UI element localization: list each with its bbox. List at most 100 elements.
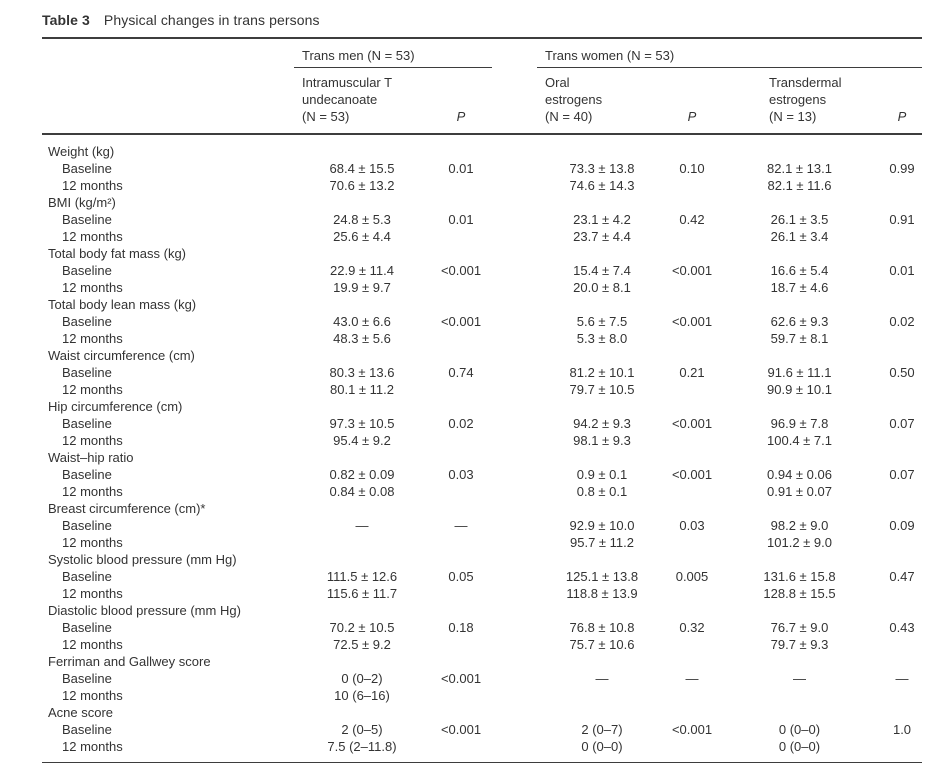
gap-cell — [492, 585, 537, 602]
value-oral-estrogens: 20.0 ± 8.1 — [573, 280, 631, 295]
value-oral-estrogens: 73.3 ± 13.8 — [569, 161, 635, 176]
data-row: Baseline 97.3 ± 10.5 0.02 94.2 ± 9.3 <0.001 9… — [42, 415, 922, 432]
gap-cell — [492, 534, 537, 551]
group-header-trans-women: Trans women (N = 53) — [537, 37, 923, 68]
row-label: Baseline — [62, 569, 112, 584]
value-trans-men: 72.5 ± 9.2 — [333, 637, 391, 652]
p-value-oral-estrogens: <0.001 — [671, 722, 713, 737]
row-label: 12 months — [62, 637, 123, 652]
value-transdermal-estrogens: 90.9 ± 10.1 — [767, 382, 832, 397]
row-label: Baseline — [62, 671, 112, 686]
row-label: 12 months — [62, 178, 123, 193]
row-label: Baseline — [62, 416, 112, 431]
value-transdermal-estrogens: 0 (0–0) — [778, 722, 821, 737]
section-label: Acne score — [48, 705, 114, 720]
p-value-trans-men: <0.001 — [440, 671, 482, 686]
value-trans-men: 70.2 ± 10.5 — [329, 620, 395, 635]
section-row: Waist circumference (cm) — [42, 347, 922, 364]
gap-cell — [492, 415, 537, 432]
value-transdermal-estrogens: 0.94 ± 0.06 — [767, 467, 832, 482]
table-caption: Physical changes in trans persons — [103, 12, 320, 28]
value-transdermal-estrogens: 26.1 ± 3.5 — [770, 212, 829, 227]
value-transdermal-estrogens: 96.9 ± 7.8 — [770, 416, 829, 431]
table-header: Trans men (N = 53) Trans women (N = 53) … — [42, 37, 923, 135]
gap-cell — [492, 619, 537, 636]
table-body: Weight (kg) Baseline 68.4 ± 15.5 0.01 73.3 ±… — [42, 134, 922, 763]
p-value-oral-estrogens: <0.001 — [671, 467, 713, 482]
value-oral-estrogens: 5.6 ± 7.5 — [576, 314, 628, 329]
section-label: Weight (kg) — [48, 144, 115, 159]
value-transdermal-estrogens: 59.7 ± 8.1 — [770, 331, 829, 346]
value-oral-estrogens: 74.6 ± 14.3 — [569, 178, 635, 193]
gap-cell — [492, 721, 537, 738]
p-value-transdermal-estrogens — [882, 330, 922, 347]
column-header-spacer — [42, 67, 294, 135]
value-oral-estrogens: 79.7 ± 10.5 — [569, 382, 635, 397]
p-value-oral-estrogens — [667, 483, 717, 500]
p-value-transdermal-estrogens: 0.50 — [889, 365, 915, 380]
value-oral-estrogens: 75.7 ± 10.6 — [569, 637, 635, 652]
value-trans-men: 22.9 ± 11.4 — [330, 263, 394, 278]
p-value-trans-men — [430, 687, 492, 704]
value-trans-men: 0 (0–2) — [341, 671, 383, 686]
row-label: 12 months — [62, 229, 123, 244]
p-value-transdermal-estrogens — [882, 534, 922, 551]
p-value-trans-men — [430, 279, 492, 296]
p-value-transdermal-estrogens: — — [895, 671, 909, 686]
p-value-trans-men — [430, 483, 492, 500]
row-label: Baseline — [62, 467, 112, 482]
data-row: Baseline 0 (0–2) <0.001 — — — — — [42, 670, 922, 687]
row-label: 12 months — [62, 433, 123, 448]
section-row: BMI (kg/m²) — [42, 194, 922, 211]
data-row: 12 months 95.4 ± 9.2 98.1 ± 9.3 100.4 ± 7.1 — [42, 432, 922, 449]
value-trans-men: 7.5 (2–11.8) — [327, 739, 397, 754]
data-row: Baseline 68.4 ± 15.5 0.01 73.3 ± 13.8 0.10 82… — [42, 160, 922, 177]
value-transdermal-estrogens: 100.4 ± 7.1 — [767, 433, 832, 448]
p-value-oral-estrogens — [667, 432, 717, 449]
value-oral-estrogens: 23.1 ± 4.2 — [573, 212, 631, 227]
p-value-transdermal-estrogens: 0.07 — [889, 416, 915, 431]
gap-cell — [492, 466, 537, 483]
data-row: 12 months 7.5 (2–11.8) 0 (0–0) 0 (0–0) — [42, 738, 922, 763]
row-label: Baseline — [62, 722, 112, 737]
value-oral-estrogens: 23.7 ± 4.4 — [573, 229, 631, 244]
row-label: 12 months — [62, 535, 123, 550]
col-header-p-transdermal: P — [882, 67, 923, 135]
gap-cell — [492, 262, 537, 279]
value-transdermal-estrogens: 82.1 ± 11.6 — [767, 178, 832, 193]
data-row: Baseline 22.9 ± 11.4 <0.001 15.4 ± 7.4 <0.00… — [42, 262, 922, 279]
p-value-transdermal-estrogens: 0.43 — [889, 620, 915, 635]
row-label: Baseline — [62, 263, 112, 278]
value-transdermal-estrogens: 79.7 ± 9.3 — [770, 637, 829, 652]
p-value-transdermal-estrogens — [882, 687, 922, 704]
row-label: Baseline — [62, 620, 112, 635]
row-label: Baseline — [62, 518, 112, 533]
value-transdermal-estrogens: 0.91 ± 0.07 — [767, 484, 832, 499]
value-oral-estrogens: 81.2 ± 10.1 — [569, 365, 635, 380]
p-value-oral-estrogens: <0.001 — [671, 263, 713, 278]
physical-changes-table: Trans men (N = 53) Trans women (N = 53) … — [42, 37, 923, 763]
gap-cell — [492, 228, 537, 245]
gap-cell — [492, 738, 537, 763]
data-row: Baseline 43.0 ± 6.6 <0.001 5.6 ± 7.5 <0.001 6… — [42, 313, 922, 330]
p-value-transdermal-estrogens — [882, 177, 922, 194]
p-value-transdermal-estrogens — [882, 483, 922, 500]
section-row: Acne score — [42, 704, 922, 721]
value-trans-men: 115.6 ± 11.7 — [326, 586, 398, 601]
value-transdermal-estrogens: 16.6 ± 5.4 — [770, 263, 829, 278]
col-header-transdermal-estrogens: Transdermal estrogens (N = 13) — [717, 67, 882, 135]
p-value-trans-men: 0.01 — [448, 161, 474, 176]
value-oral-estrogens: 95.7 ± 11.2 — [570, 535, 634, 550]
section-label: Total body lean mass (kg) — [48, 297, 197, 312]
gap-cell — [492, 364, 537, 381]
row-label: Baseline — [62, 161, 112, 176]
value-oral-estrogens — [537, 687, 667, 704]
p-value-trans-men — [430, 432, 492, 449]
table-number: Table 3 — [42, 12, 90, 28]
section-row: Diastolic blood pressure (mm Hg) — [42, 602, 922, 619]
p-value-oral-estrogens — [667, 228, 717, 245]
gap-cell — [492, 687, 537, 704]
value-trans-men: 0.84 ± 0.08 — [329, 484, 395, 499]
p-value-trans-men: 0.02 — [448, 416, 474, 431]
gap-cell — [492, 381, 537, 398]
